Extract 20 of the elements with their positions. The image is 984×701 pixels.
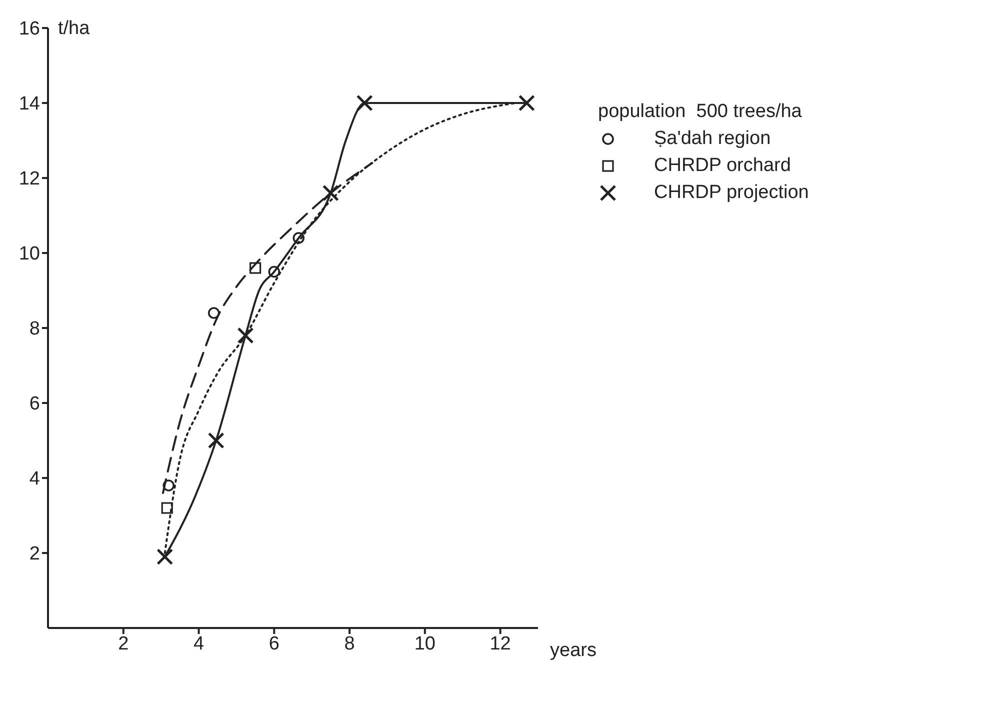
x-tick-label: 2: [118, 633, 129, 654]
y-tick-label: 4: [29, 468, 40, 490]
y-tick-label: 8: [29, 318, 40, 340]
x-tick-label: 10: [414, 633, 436, 654]
y-axis-title: t/ha: [58, 18, 90, 39]
y-tick-label: 14: [18, 94, 40, 115]
y-tick-label: 16: [18, 18, 40, 40]
x-tick-label: 8: [344, 633, 355, 654]
legend-label: CHRDP projection: [654, 181, 809, 205]
x-tick-label: 4: [193, 633, 204, 654]
y-tick-label: 2: [29, 544, 40, 565]
x-tick-label: 6: [268, 633, 280, 654]
legend-label: CHRDP orchard: [654, 154, 791, 178]
legend-title: population 500 trees/ha: [598, 100, 803, 124]
y-tick-label: 12: [18, 168, 40, 190]
y-tick-label: 6: [29, 394, 40, 415]
legend-label: Ṣa'dah region: [654, 127, 771, 151]
x-axis-title: years: [550, 640, 596, 661]
x-tick-label: 12: [490, 633, 511, 654]
y-tick-label: 10: [18, 244, 40, 265]
